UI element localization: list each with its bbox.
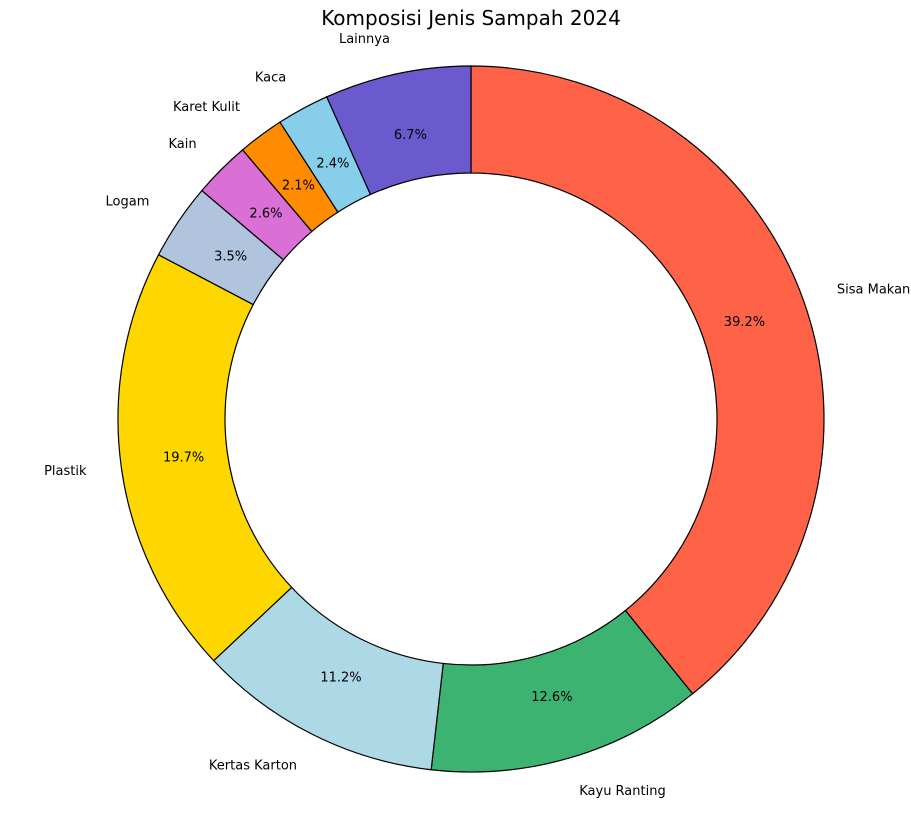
- slice-lainnya: [325, 65, 472, 196]
- pct-label-kaca: 2.4%: [316, 156, 349, 171]
- slice-label-logam: Logam: [106, 194, 150, 209]
- pct-label-sisa-makanan: 39.2%: [724, 315, 765, 330]
- slice-label-kaca: Kaca: [255, 70, 286, 85]
- pct-label-logam: 3.5%: [214, 249, 247, 264]
- slice-label-kertas-karton: Kertas Karton: [209, 758, 297, 773]
- slice-label-karet-kulit: Karet Kulit: [173, 100, 240, 115]
- pct-label-kayu-ranting: 12.6%: [531, 690, 572, 705]
- pct-label-karet-kulit: 2.1%: [282, 179, 315, 194]
- slices-group: [117, 65, 825, 773]
- slice-label-kain: Kain: [169, 137, 197, 152]
- slice-label-kayu-ranting: Kayu Ranting: [579, 784, 665, 799]
- slice-sisa-makanan: [470, 65, 825, 695]
- pct-label-kertas-karton: 11.2%: [320, 671, 361, 686]
- slice-label-lainnya: Lainnya: [339, 32, 390, 47]
- pct-label-plastik: 19.7%: [163, 451, 204, 466]
- pct-label-lainnya: 6.7%: [394, 128, 427, 143]
- chart-title: Komposisi Jenis Sampah 2024: [321, 6, 621, 30]
- slice-label-plastik: Plastik: [44, 464, 87, 479]
- slice-label-sisa-makanan: Sisa Makanan: [837, 282, 911, 297]
- pct-label-kain: 2.6%: [249, 206, 282, 221]
- slice-plastik: [117, 253, 293, 662]
- labels-group: 39.2% Sisa Makanan 12.6% Kayu Ranting 11.2% K…: [44, 32, 911, 799]
